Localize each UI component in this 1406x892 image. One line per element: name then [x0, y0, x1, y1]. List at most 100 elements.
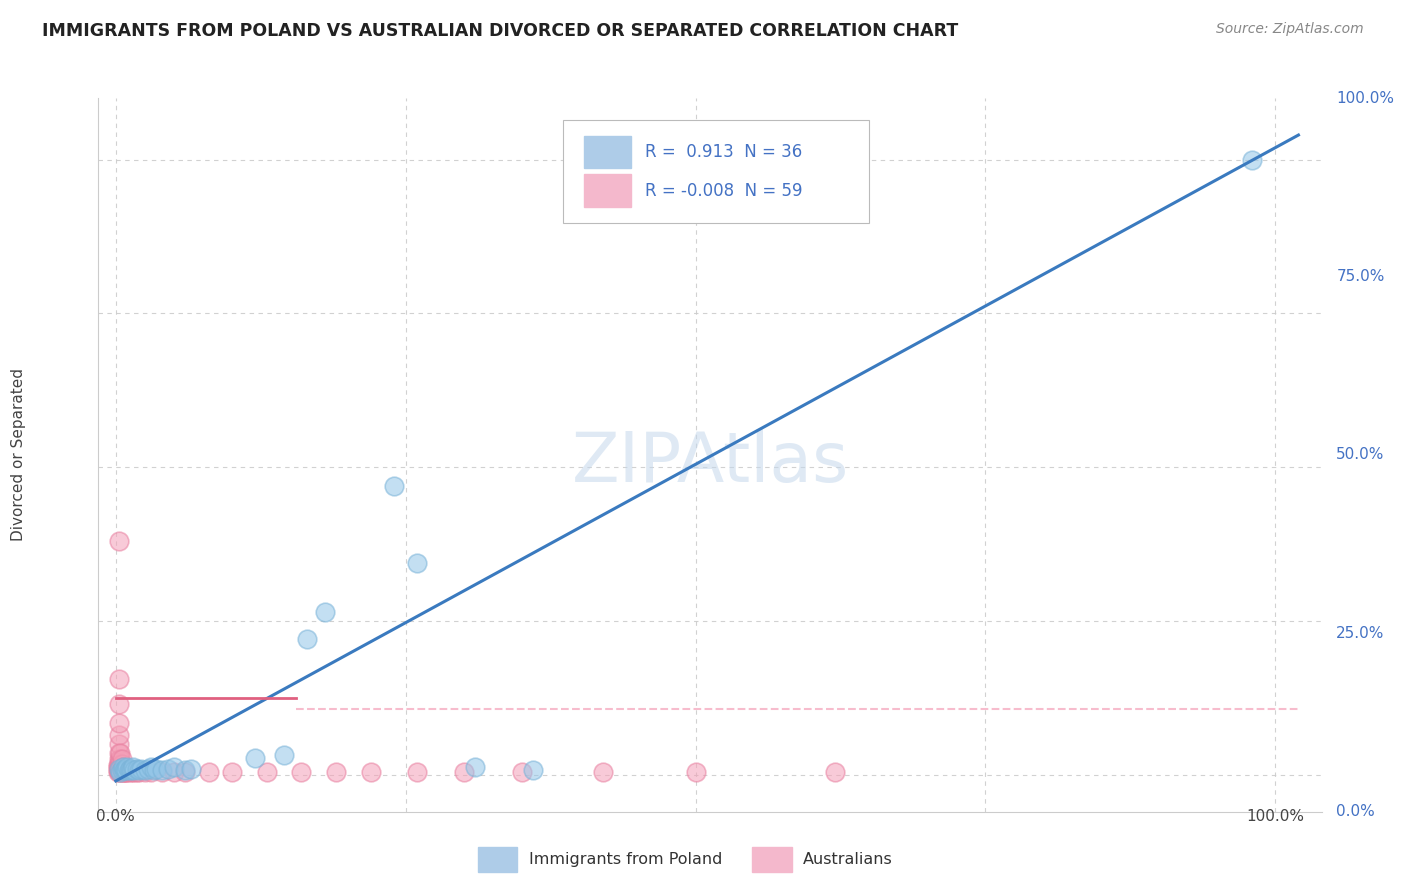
Point [108, 760, 131, 774]
Point [107, 760, 129, 774]
Point [124, 764, 146, 779]
Point [406, 764, 429, 779]
Point [110, 764, 132, 779]
Point [108, 746, 131, 760]
Point [111, 760, 134, 774]
Point [114, 764, 136, 779]
Point [134, 764, 156, 779]
Point [108, 763, 131, 777]
Point [134, 763, 156, 777]
FancyBboxPatch shape [564, 120, 869, 223]
Point [156, 762, 179, 776]
Point [1241, 153, 1264, 167]
Point [110, 763, 132, 777]
Point [464, 760, 486, 774]
Text: R = -0.008  N = 59: R = -0.008 N = 59 [645, 182, 803, 200]
Point [108, 728, 131, 742]
Point [128, 763, 150, 777]
Text: 0.0%: 0.0% [97, 809, 135, 823]
Point [406, 556, 429, 570]
Text: R =  0.913  N = 36: R = 0.913 N = 36 [645, 144, 803, 161]
Point [360, 764, 382, 779]
Text: ZIPAtlas: ZIPAtlas [571, 428, 849, 496]
Point [174, 764, 197, 779]
Point [108, 764, 131, 779]
Point [110, 764, 132, 779]
Point [108, 752, 131, 766]
Point [197, 764, 219, 779]
Point [115, 764, 138, 779]
Point [125, 762, 148, 776]
Point [273, 748, 295, 763]
Text: 100.0%: 100.0% [1336, 91, 1395, 105]
Point [824, 764, 846, 779]
Text: IMMIGRANTS FROM POLAND VS AUSTRALIAN DIVORCED OR SEPARATED CORRELATION CHART: IMMIGRANTS FROM POLAND VS AUSTRALIAN DIV… [42, 22, 959, 40]
Point [295, 632, 318, 647]
Text: Australians: Australians [803, 853, 893, 867]
Point [108, 762, 131, 776]
Bar [583, 136, 630, 168]
Text: Immigrants from Poland: Immigrants from Poland [529, 853, 723, 867]
Text: 0.0%: 0.0% [1336, 805, 1375, 819]
Point [108, 737, 131, 751]
Point [117, 760, 139, 774]
Point [453, 764, 475, 779]
Text: Source: ZipAtlas.com: Source: ZipAtlas.com [1216, 22, 1364, 37]
Point [118, 764, 141, 779]
Point [115, 763, 138, 777]
Point [221, 764, 243, 779]
Point [163, 760, 186, 774]
Point [108, 534, 131, 549]
Point [314, 605, 336, 619]
Point [110, 746, 132, 760]
Point [110, 760, 132, 774]
Point [110, 752, 132, 766]
Point [110, 764, 132, 779]
Point [112, 764, 135, 779]
Point [111, 764, 134, 779]
Bar [583, 175, 630, 207]
Point [510, 764, 533, 779]
Point [108, 756, 131, 771]
Point [110, 756, 132, 771]
Point [110, 756, 132, 771]
Point [163, 764, 186, 779]
Point [110, 763, 132, 777]
Point [112, 763, 135, 777]
Point [592, 764, 614, 779]
Point [107, 758, 129, 772]
Point [121, 762, 143, 776]
Text: 75.0%: 75.0% [1336, 269, 1385, 284]
Point [290, 764, 312, 779]
Point [125, 764, 148, 779]
Text: 50.0%: 50.0% [1336, 448, 1385, 462]
Point [122, 760, 145, 774]
Point [124, 763, 146, 777]
Point [150, 764, 173, 779]
Point [325, 764, 347, 779]
Point [139, 760, 162, 774]
Point [110, 760, 132, 774]
Point [110, 763, 132, 777]
Point [243, 750, 266, 764]
Point [108, 673, 131, 687]
Point [118, 762, 141, 776]
Point [111, 760, 134, 774]
Point [121, 764, 143, 779]
Point [685, 764, 707, 779]
Text: 100.0%: 100.0% [1246, 809, 1305, 823]
Point [117, 764, 139, 779]
Point [110, 752, 132, 766]
Point [180, 762, 202, 776]
Point [145, 762, 167, 776]
Text: 25.0%: 25.0% [1336, 626, 1385, 640]
Point [114, 763, 136, 777]
Point [120, 763, 142, 777]
Point [117, 763, 139, 777]
Point [382, 478, 405, 492]
Point [108, 697, 131, 711]
Point [107, 764, 129, 779]
Point [117, 763, 139, 777]
Point [128, 764, 150, 779]
Point [111, 763, 134, 777]
